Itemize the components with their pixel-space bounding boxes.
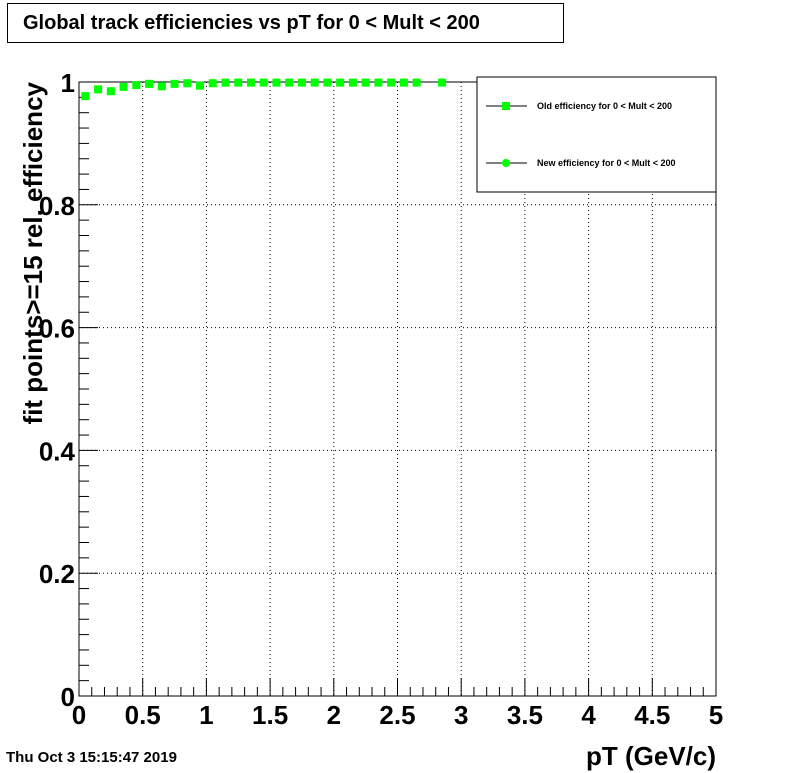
legend-label: Old efficiency for 0 < Mult < 200	[537, 101, 672, 111]
data-point-old	[132, 81, 141, 90]
y-tick-label: 0.8	[39, 191, 75, 221]
y-tick-label: 0	[61, 682, 75, 712]
y-axis-label: fit points>=15 rel. efficiency	[18, 81, 48, 424]
legend-marker-old	[502, 102, 510, 110]
data-point-old	[374, 78, 383, 87]
data-point-old	[196, 81, 205, 90]
x-tick-label: 1	[199, 700, 213, 730]
data-point-old	[323, 78, 332, 87]
data-point-old	[94, 85, 103, 94]
data-point-old	[297, 78, 306, 87]
legend-label: New efficiency for 0 < Mult < 200	[537, 158, 676, 168]
data-point-old	[246, 78, 255, 87]
y-tick-label: 0.4	[39, 436, 76, 466]
data-point-old	[106, 87, 115, 96]
data-point-old	[145, 79, 154, 88]
x-tick-label: 0.5	[125, 700, 161, 730]
data-point-old	[310, 78, 319, 87]
data-point-old	[348, 78, 357, 87]
data-point-old	[272, 78, 281, 87]
data-point-old	[412, 78, 421, 87]
data-point-old	[234, 78, 243, 87]
data-points	[81, 78, 447, 101]
x-tick-label: 5	[709, 700, 723, 730]
x-tick-label: 3	[454, 700, 468, 730]
x-tick-label: 2.5	[379, 700, 415, 730]
chart-title-box: Global track efficiencies vs pT for 0 < …	[7, 3, 564, 43]
x-tick-label: 4.5	[634, 700, 670, 730]
legend: Old efficiency for 0 < Mult < 200 New eff…	[476, 76, 717, 193]
timestamp: Thu Oct 3 15:15:47 2019	[6, 749, 177, 766]
x-tick-label: 4	[581, 700, 596, 730]
y-tick-label: 1	[61, 68, 75, 98]
data-point-old	[157, 82, 166, 91]
y-tick-label: 0.2	[39, 559, 75, 589]
x-tick-label: 0	[72, 700, 86, 730]
x-axis-label: pT (GeV/c)	[586, 741, 716, 771]
chart-title: Global track efficiencies vs pT for 0 < …	[23, 11, 480, 34]
x-tick-label: 2	[327, 700, 341, 730]
data-point-old	[183, 79, 192, 88]
data-point-old	[170, 79, 179, 88]
data-point-old	[387, 78, 396, 87]
x-tick-label: 3.5	[507, 700, 543, 730]
data-point-old	[119, 82, 128, 91]
y-tick-label: 0.6	[39, 314, 75, 344]
data-point-old	[81, 92, 90, 101]
x-tick-label: 1.5	[252, 700, 288, 730]
data-point-old	[399, 78, 408, 87]
data-point-old	[285, 78, 294, 87]
data-point-old	[221, 78, 230, 87]
axes: 0 0.5 1 1.5 2 2.5 3 3.5 4 4.5 5 0 0.2 0.4 0.6 0.8 1	[39, 68, 723, 730]
legend-marker-new	[502, 159, 510, 167]
data-point-old	[361, 78, 370, 87]
data-point-old	[438, 78, 447, 87]
legend-box	[476, 76, 717, 193]
data-point-old	[259, 78, 268, 87]
data-point-old	[336, 78, 345, 87]
data-point-old	[208, 79, 217, 88]
